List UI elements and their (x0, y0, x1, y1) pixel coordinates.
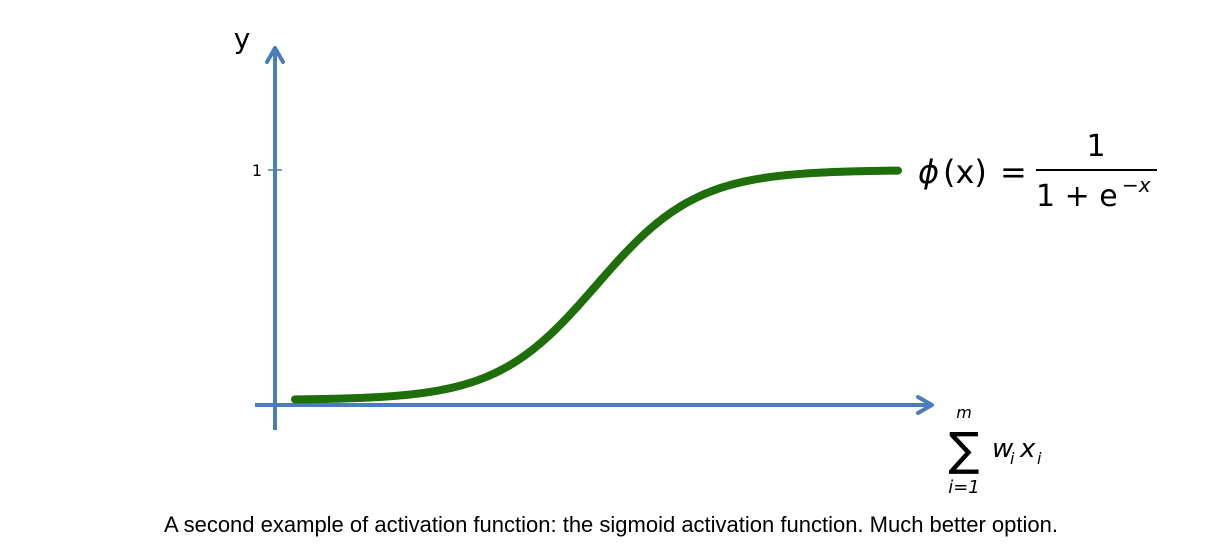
y-axis-label: y (234, 22, 251, 55)
sum-term-x-subscript: i (1037, 449, 1042, 468)
sigmoid-curve (291, 166, 902, 404)
sum-symbol: ∑ (949, 422, 980, 476)
x-axis-label: m ∑ i=1 w i x i (948, 403, 1042, 498)
formula-equals: = (1000, 153, 1027, 191)
formula-phi: ϕ (918, 153, 939, 191)
y-ticks: 1 (252, 161, 282, 180)
figure-caption: A second example of activation function:… (164, 512, 1058, 537)
sum-term-x: x (1019, 434, 1036, 464)
sum-upper-limit: m (956, 403, 972, 422)
formula-numerator: 1 (1086, 129, 1105, 164)
formula-argument: (x) (943, 153, 987, 191)
sum-lower-limit: i=1 (948, 477, 980, 498)
formula-exponent: −x (1122, 173, 1151, 197)
sigmoid-chart: y 1 ϕ (x) = 1 1 + e −x m ∑ i=1 w i x i (234, 22, 1157, 498)
formula-denominator: 1 + e (1036, 179, 1118, 214)
sum-term-w-subscript: i (1010, 449, 1015, 468)
sigmoid-formula: ϕ (x) = 1 1 + e −x (918, 129, 1157, 214)
y-tick-label: 1 (252, 161, 262, 180)
sum-term-w: w (992, 434, 1014, 464)
